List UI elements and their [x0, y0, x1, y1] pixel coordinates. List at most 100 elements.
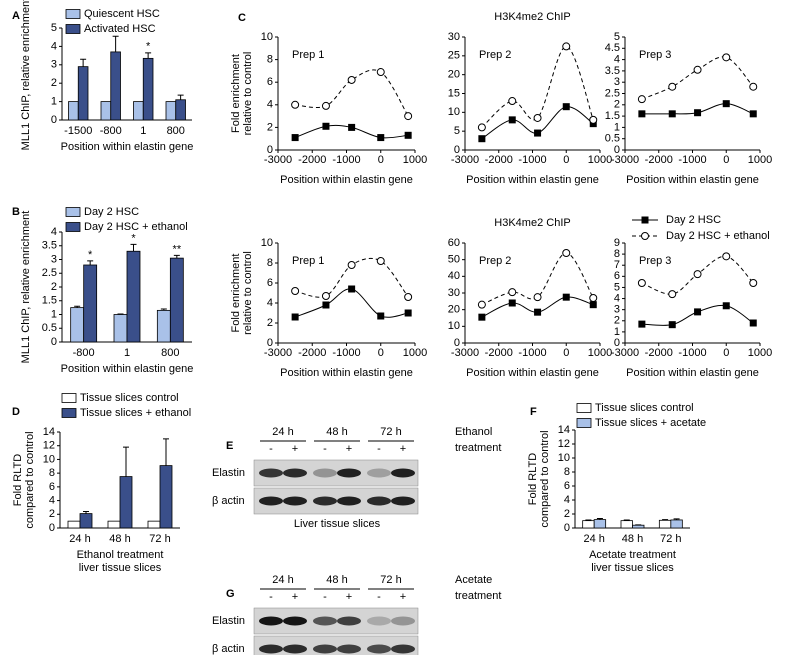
bar	[165, 101, 177, 121]
row-label: Elastin	[212, 467, 245, 479]
marker	[322, 122, 330, 130]
y-tick-label: 20	[448, 304, 460, 316]
y-tick-label: 0	[564, 522, 570, 534]
y-tick-label: 0.5	[42, 322, 57, 334]
annotation: Prep 3	[639, 49, 671, 61]
legend-swatch	[65, 24, 81, 34]
error-bar	[662, 519, 669, 521]
marker	[668, 290, 677, 299]
x-tick-label: -2000	[645, 347, 673, 359]
treatment-label: Acetate	[455, 574, 492, 586]
x-tick-label: -2000	[298, 347, 326, 359]
blot-band	[391, 468, 415, 478]
blot-band	[313, 496, 337, 506]
y-tick-label: 5	[614, 31, 620, 43]
error-bar	[585, 519, 592, 521]
x-tick-label: 0	[723, 154, 729, 166]
y-tick-label: 4	[267, 297, 273, 309]
legend-swatch	[65, 207, 81, 217]
marker	[693, 65, 702, 74]
legend-swatch	[61, 393, 77, 403]
x-axis-label: Position within elastin gene	[626, 367, 759, 379]
bar	[156, 309, 171, 343]
marker	[562, 103, 570, 111]
y-axis-label: relative to control	[242, 251, 254, 335]
bar	[68, 101, 79, 121]
x-tick-label: -3000	[264, 154, 292, 166]
y-tick-label: 0	[614, 337, 620, 349]
significance-label: *	[88, 249, 93, 261]
x-tick-label: -2000	[485, 347, 513, 359]
y-tick-label: 0	[454, 337, 460, 349]
y-tick-label: 0	[49, 522, 55, 534]
y-tick-label: 2	[614, 99, 620, 111]
marker	[533, 113, 542, 122]
marker	[641, 232, 649, 240]
y-tick-label: 12	[43, 440, 55, 452]
marker	[508, 97, 517, 106]
legend-swatch	[65, 9, 81, 19]
marker	[722, 100, 730, 108]
bar	[110, 51, 121, 121]
y-tick-label: 0	[267, 144, 273, 156]
error-bar	[80, 58, 87, 67]
y-tick-label: 0	[454, 144, 460, 156]
blot-band	[313, 644, 337, 654]
blot-band	[367, 496, 391, 506]
legend-label: Day 2 HSC + ethanol	[84, 221, 188, 233]
marker	[322, 301, 330, 309]
line	[481, 252, 594, 306]
marker	[478, 313, 486, 321]
y-tick-label: 1	[51, 308, 57, 320]
y-tick-label: 6	[564, 480, 570, 492]
y-tick-label: 0.5	[605, 133, 620, 145]
marker	[376, 68, 385, 77]
error-bar	[173, 254, 180, 259]
blot-band	[337, 496, 361, 506]
bar	[133, 101, 144, 121]
marker	[291, 100, 300, 109]
marker	[562, 293, 570, 301]
lane-label: -	[323, 443, 327, 455]
y-tick-label: 7	[614, 259, 620, 271]
blot-band	[337, 644, 361, 654]
blot-band	[367, 644, 391, 654]
annotation: Prep 3	[639, 255, 671, 267]
marker	[347, 75, 356, 84]
y-axis-label: relative to control	[242, 52, 254, 136]
y-tick-label: 2	[267, 121, 273, 133]
x-tick-label: 0	[563, 154, 569, 166]
y-tick-label: 40	[448, 270, 460, 282]
treatment-label: treatment	[455, 442, 501, 454]
bar	[79, 513, 93, 529]
error-bar	[160, 308, 167, 311]
blot-band	[337, 468, 361, 478]
x-tick-label: -1000	[332, 347, 360, 359]
legend-label: Quiescent HSC	[84, 8, 160, 20]
marker	[477, 123, 486, 132]
y-tick-label: 14	[558, 424, 570, 436]
y-tick-label: 2	[614, 315, 620, 327]
marker	[508, 288, 517, 297]
x-tick-label: 72 h	[149, 533, 170, 545]
marker	[321, 101, 330, 110]
panel-letter: D	[12, 406, 20, 418]
lane-label: +	[292, 591, 298, 603]
bar	[670, 519, 683, 529]
y-tick-label: 0	[267, 337, 273, 349]
marker	[404, 112, 413, 121]
x-tick-label: -3000	[611, 154, 639, 166]
x-tick-label: -3000	[611, 347, 639, 359]
marker	[347, 261, 356, 269]
time-label: 48 h	[326, 426, 347, 438]
row-label: Elastin	[212, 615, 245, 627]
bar	[632, 524, 645, 529]
y-tick-label: 1.5	[42, 295, 57, 307]
y-tick-label: 0	[614, 144, 620, 156]
marker	[508, 116, 516, 124]
y-tick-label: 6	[267, 76, 273, 88]
y-tick-label: 4	[267, 99, 273, 111]
y-tick-label: 6	[614, 270, 620, 282]
y-tick-label: 8	[267, 257, 273, 269]
